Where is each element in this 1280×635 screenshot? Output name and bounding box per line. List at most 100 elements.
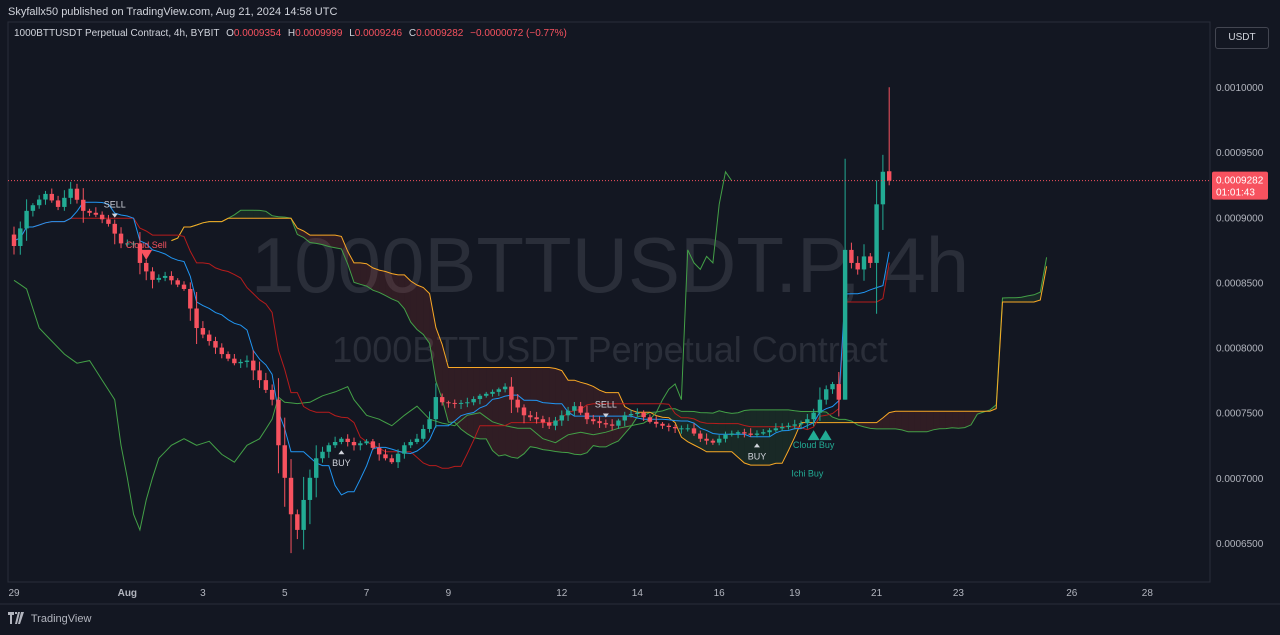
candle-body	[572, 406, 577, 411]
cloud-segment	[410, 280, 417, 330]
y-tick-label: 0.0009000	[1216, 213, 1264, 224]
x-tick-label: 16	[714, 588, 726, 599]
candle-body	[206, 334, 212, 342]
candle-body	[364, 441, 369, 444]
cloud-segment	[574, 380, 581, 455]
x-tick-label: 23	[953, 588, 965, 599]
y-tick-label: 0.0009500	[1216, 148, 1264, 159]
cloud-segment	[1008, 297, 1016, 303]
cloud-segment	[448, 367, 455, 423]
cloud-segment	[838, 419, 846, 423]
candle-body	[584, 412, 590, 420]
candle-body	[477, 395, 483, 400]
candle-body	[855, 262, 860, 270]
candle-body	[490, 391, 495, 394]
candle-body	[603, 423, 609, 425]
cloud-segment	[454, 367, 462, 430]
cloud-segment	[895, 411, 902, 430]
cloud-segment	[668, 408, 676, 423]
candle-body	[144, 262, 149, 272]
cloud-segment	[782, 409, 789, 464]
high-value: 0.0009999	[295, 28, 343, 39]
cloud-segment	[467, 367, 474, 438]
cloud-segment	[322, 235, 329, 247]
footer-brand[interactable]: TradingView	[8, 612, 91, 627]
candle-body	[11, 234, 17, 246]
candle-body	[55, 200, 61, 207]
candle-body	[320, 451, 325, 459]
leading-span-a-line	[171, 209, 1048, 459]
candle-body	[817, 399, 823, 413]
open-label: O	[226, 28, 234, 39]
cloud-segment	[473, 367, 480, 439]
candle-body	[868, 256, 873, 263]
candle-body	[886, 171, 892, 181]
currency-button[interactable]: USDT	[1215, 27, 1269, 49]
candle-body	[314, 458, 319, 478]
cloud-segment	[731, 412, 739, 458]
cloud-segment	[920, 411, 927, 432]
candle-body	[24, 210, 29, 229]
signal-label: Cloud Buy	[793, 440, 835, 450]
candle-body	[30, 205, 36, 211]
x-tick-label: 28	[1142, 588, 1154, 599]
signal-label: BUY	[332, 458, 351, 468]
cloud-segment	[385, 271, 392, 299]
candle-body	[698, 433, 703, 439]
candle-body	[654, 421, 659, 424]
cloud-segment	[372, 267, 380, 293]
cloud-segment	[366, 263, 373, 291]
candle-body	[773, 428, 779, 431]
cloud-segment	[662, 408, 669, 418]
candle-body	[704, 438, 709, 441]
candle-body	[358, 443, 363, 446]
candle-body	[874, 204, 879, 263]
signal-label: Ichi Buy	[791, 469, 824, 479]
leading-span-b-line	[171, 217, 1048, 466]
candle-body	[194, 308, 199, 329]
cloud-segment	[461, 367, 468, 434]
cloud-segment	[675, 408, 682, 438]
cloud-segment	[1015, 297, 1022, 303]
candle-body	[263, 380, 269, 390]
cloud-segment	[303, 231, 310, 243]
candle-body	[219, 347, 224, 355]
candle-body	[62, 197, 67, 207]
cloud-segment	[945, 411, 953, 429]
candle-body	[509, 386, 514, 400]
symbol-title[interactable]: 1000BTTUSDT Perpetual Contract, 4h, BYBI…	[14, 28, 220, 39]
candle-body	[691, 428, 697, 434]
candle-body	[635, 412, 640, 414]
change-value: −0.0000072 (−0.77%)	[470, 28, 567, 39]
candle-body	[515, 399, 520, 408]
candle-body	[43, 193, 48, 200]
x-tick-label: 14	[632, 588, 644, 599]
cloud-segment	[341, 236, 348, 264]
cloud-segment	[542, 367, 550, 451]
lagging-span-line	[13, 170, 733, 532]
cloud-segment	[517, 367, 524, 459]
candle-body	[68, 188, 73, 198]
cloud-segment	[756, 409, 764, 466]
candle-body	[439, 397, 445, 403]
candle-body	[414, 438, 420, 442]
candle-body	[81, 199, 86, 211]
close-value: 0.0009282	[416, 28, 464, 39]
cloud-segment	[580, 382, 587, 455]
candle-body	[238, 361, 243, 364]
open-value: 0.0009354	[233, 28, 282, 39]
candle-body	[628, 414, 634, 416]
candle-body	[408, 442, 413, 446]
cloud-segment	[309, 235, 317, 244]
cloud-segment	[492, 367, 499, 457]
candle-body	[609, 424, 615, 426]
candle-body	[528, 415, 533, 418]
cloud-segment	[1027, 294, 1034, 303]
close-label: C	[408, 28, 417, 39]
high-label: H	[287, 28, 296, 39]
candle-body	[496, 389, 502, 392]
x-tick-label: 12	[556, 588, 568, 599]
ichi-buy-arrow-icon	[819, 430, 832, 441]
cloud-segment	[738, 410, 745, 463]
